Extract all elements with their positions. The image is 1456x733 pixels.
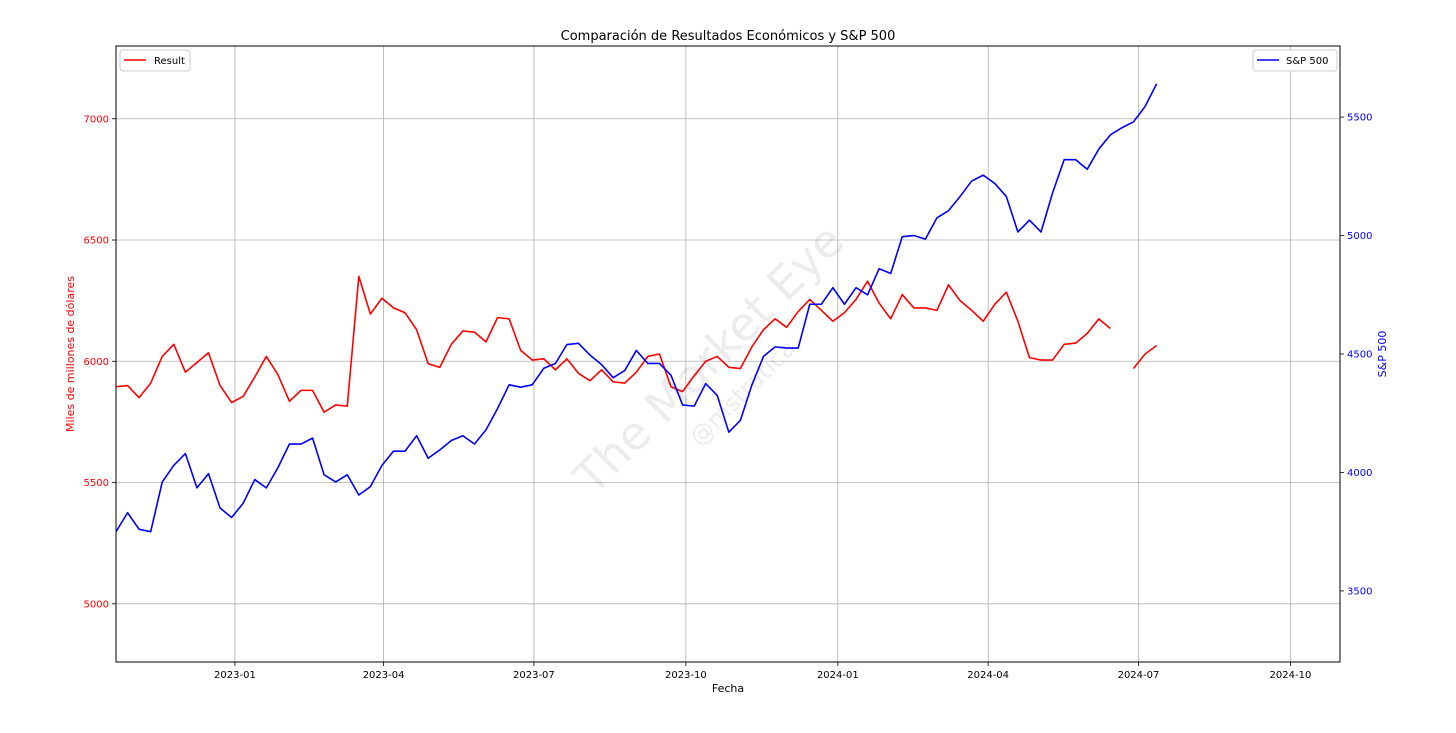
x-axis: 2023-01 2023-04 2023-07 2023-10 2024-01 2024-… [214,662,1311,681]
legend-right-label: S&P 500 [1286,56,1328,67]
chart-title: Comparación de Resultados Económicos y S… [561,29,896,44]
y-left-tick-label: 5500 [84,478,109,489]
legend-left-label: Result [154,56,185,67]
y-right-tick-label: 5500 [1347,113,1372,124]
legend-right-box [1252,49,1338,72]
legend-right: S&P 500 [1252,49,1338,72]
x-tick-label: 2023-07 [513,670,555,681]
x-tick-label: 2024-01 [817,670,859,681]
series-line-sp500 [115,83,1158,533]
y-left-tick-label: 6500 [84,236,109,247]
x-tick-label: 2024-04 [967,670,1009,681]
grid [116,46,1340,662]
legend-left: Result [119,49,191,72]
x-axis-title: Fecha [712,682,744,695]
y-axis-right: 3500 4000 4500 5000 5500 [1340,113,1372,597]
series-layer [115,83,1158,533]
x-tick-label: 2024-10 [1270,670,1312,681]
y-right-tick-label: 4500 [1347,350,1372,361]
x-tick-label: 2023-01 [214,670,256,681]
y-axis-left-title: Miles de millones de dólares [64,276,77,432]
x-tick-label: 2024-07 [1118,670,1160,681]
y-axis-right-title: S&P 500 [1376,331,1389,378]
x-tick-label: 2023-10 [665,670,707,681]
y-left-tick-label: 7000 [84,114,109,125]
y-right-tick-label: 3500 [1347,586,1372,597]
series-line-result [115,275,1158,413]
y-axis-left: 5000 5500 6000 6500 7000 [84,114,116,610]
y-right-tick-label: 5000 [1347,231,1372,242]
legend-left-box [119,49,191,72]
y-right-tick-label: 4000 [1347,468,1372,479]
y-left-tick-label: 6000 [84,357,109,368]
x-tick-label: 2023-04 [363,670,405,681]
y-left-tick-label: 5000 [84,599,109,610]
